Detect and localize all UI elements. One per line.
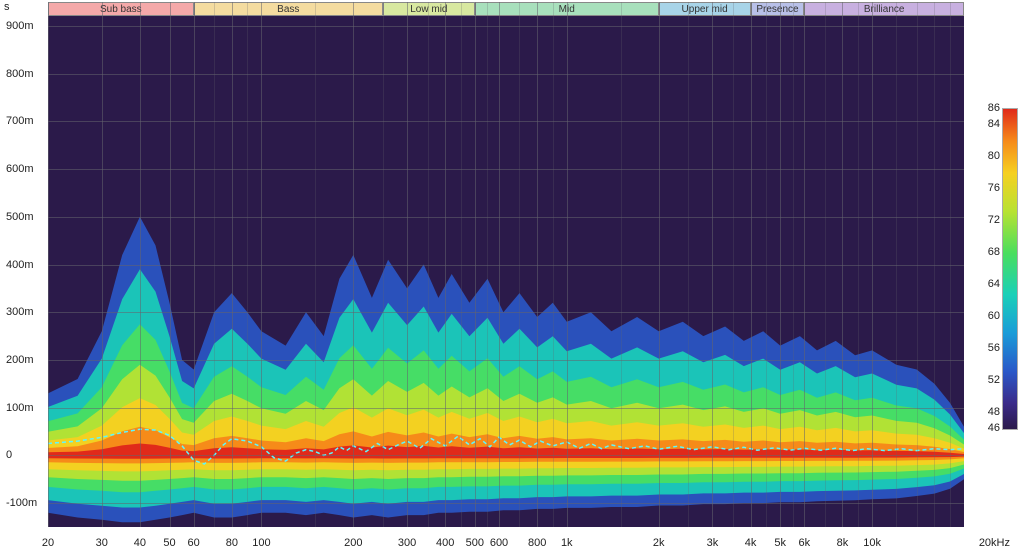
x-tick: 10k: [863, 537, 881, 549]
colorbar: [1002, 108, 1018, 430]
y-tick: 400m: [6, 259, 34, 271]
colorbar-tick: 68: [988, 246, 1000, 258]
colorbar-tick: 86: [988, 102, 1000, 114]
x-tick: 100: [252, 537, 270, 549]
plot-area: s 20kHz Sub bassBassLow midMidUpper midP…: [48, 2, 964, 527]
colorbar-tick: 84: [988, 118, 1000, 130]
x-tick: 8k: [837, 537, 849, 549]
x-tick: 60: [188, 537, 200, 549]
x-tick: 6k: [799, 537, 811, 549]
x-tick: 40: [134, 537, 146, 549]
colorbar-tick: 52: [988, 374, 1000, 386]
y-axis-unit: s: [4, 1, 10, 13]
x-tick: 200: [344, 537, 362, 549]
x-tick: 300: [398, 537, 416, 549]
y-tick: 500m: [6, 211, 34, 223]
y-tick: -100m: [6, 497, 37, 509]
colorbar-tick: 46: [988, 422, 1000, 434]
x-tick: 3k: [707, 537, 719, 549]
spectrogram-chart: s 20kHz Sub bassBassLow midMidUpper midP…: [0, 0, 1024, 559]
y-tick: 700m: [6, 115, 34, 127]
y-tick: 600m: [6, 163, 34, 175]
y-tick: 0: [6, 449, 12, 461]
x-tick: 30: [96, 537, 108, 549]
colorbar-tick: 60: [988, 310, 1000, 322]
y-tick: 300m: [6, 306, 34, 318]
x-tick: 5k: [774, 537, 786, 549]
x-tick: 4k: [745, 537, 757, 549]
x-tick: 500: [466, 537, 484, 549]
colorbar-tick: 72: [988, 214, 1000, 226]
x-tick: 400: [436, 537, 454, 549]
y-tick: 900m: [6, 20, 34, 32]
x-tick: 800: [528, 537, 546, 549]
y-tick: 100m: [6, 402, 34, 414]
x-tick: 2k: [653, 537, 665, 549]
x-tick: 1k: [561, 537, 573, 549]
x-axis-unit: 20kHz: [979, 537, 1010, 549]
y-tick: 800m: [6, 68, 34, 80]
colorbar-tick: 64: [988, 278, 1000, 290]
x-tick: 600: [490, 537, 508, 549]
colorbar-tick: 76: [988, 182, 1000, 194]
x-tick: 50: [163, 537, 175, 549]
y-tick: 200m: [6, 354, 34, 366]
colorbar-tick: 48: [988, 406, 1000, 418]
colorbar-tick: 56: [988, 342, 1000, 354]
colorbar-tick: 80: [988, 150, 1000, 162]
x-tick: 80: [226, 537, 238, 549]
x-tick: 20: [42, 537, 54, 549]
